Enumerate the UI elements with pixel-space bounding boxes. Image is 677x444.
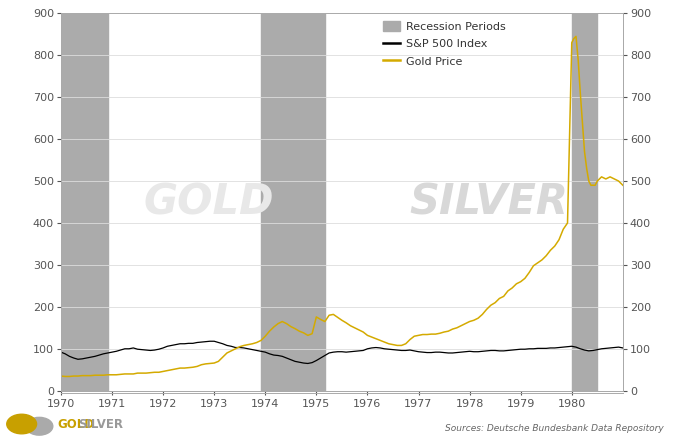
Text: GOLD: GOLD xyxy=(144,181,274,223)
Bar xyxy=(261,13,325,391)
Text: SILVER: SILVER xyxy=(410,181,568,223)
Text: SILVER: SILVER xyxy=(78,417,123,431)
Text: GOLD: GOLD xyxy=(58,417,95,431)
Bar xyxy=(61,13,108,391)
Text: Sources: Deutsche Bundesbank Data Repository: Sources: Deutsche Bundesbank Data Reposi… xyxy=(445,424,663,433)
Bar xyxy=(572,13,597,391)
Legend: Recession Periods, S&P 500 Index, Gold Price: Recession Periods, S&P 500 Index, Gold P… xyxy=(381,19,508,69)
